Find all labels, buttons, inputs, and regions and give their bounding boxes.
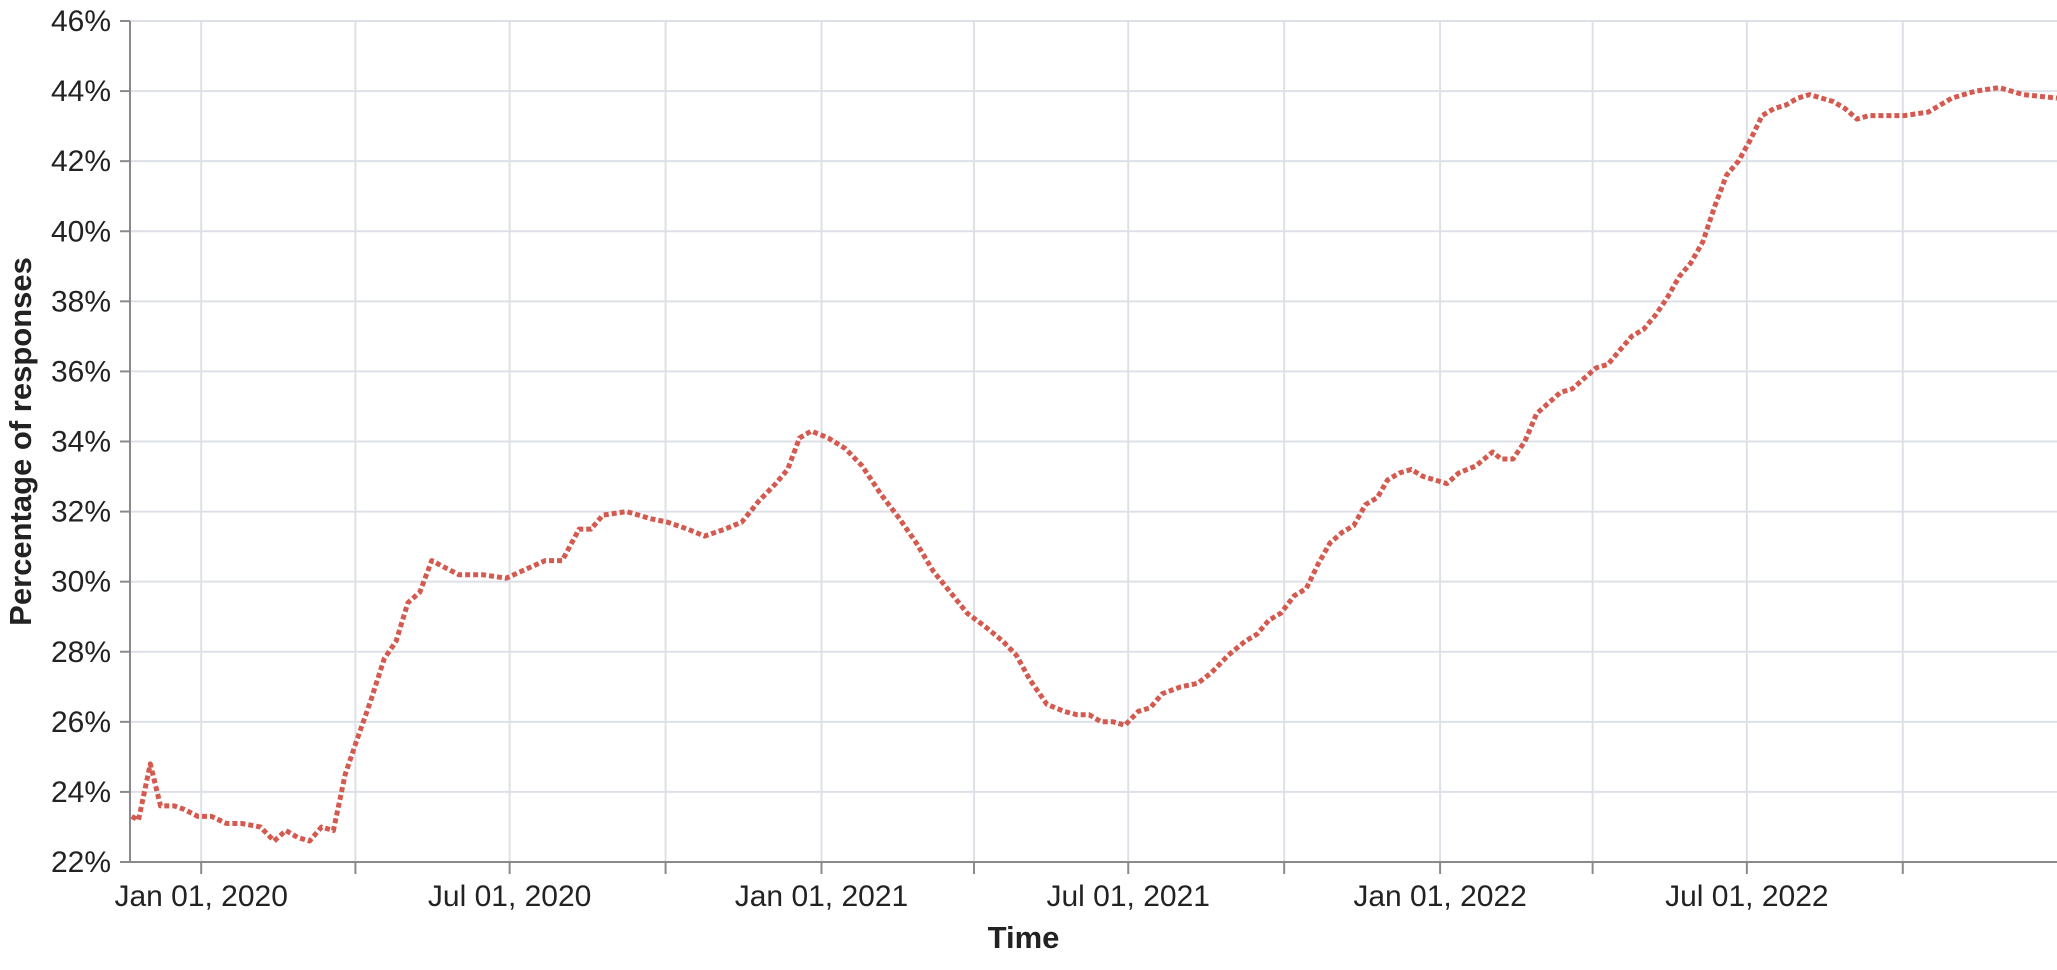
y-tick-label: 46% bbox=[51, 5, 111, 38]
y-tick-label: 24% bbox=[51, 776, 111, 809]
y-tick-label: 28% bbox=[51, 636, 111, 669]
x-tick-label: Jul 01, 2020 bbox=[428, 880, 591, 913]
y-tick-label: 22% bbox=[51, 846, 111, 879]
x-tick-label: Jan 01, 2020 bbox=[114, 880, 287, 913]
gridlines bbox=[130, 20, 2057, 863]
y-tick-label: 38% bbox=[51, 285, 111, 318]
x-tick-label: Jan 01, 2021 bbox=[735, 880, 908, 913]
y-tick-label: 40% bbox=[51, 215, 111, 248]
y-axis-title: Percentage of responses bbox=[3, 257, 38, 626]
y-tick-label: 36% bbox=[51, 355, 111, 388]
y-tick-label: 34% bbox=[51, 426, 111, 459]
x-axis-title: Time bbox=[988, 920, 1060, 955]
series-layer bbox=[130, 85, 2057, 844]
x-tick-label: Jul 01, 2021 bbox=[1047, 880, 1210, 913]
y-tick-label: 26% bbox=[51, 706, 111, 739]
x-tick-label: Jul 01, 2022 bbox=[1665, 880, 1828, 913]
y-tick-label: 44% bbox=[51, 75, 111, 108]
series-line bbox=[130, 85, 2057, 844]
x-tick-label: Jan 01, 2022 bbox=[1353, 880, 1526, 913]
y-tick-label: 30% bbox=[51, 566, 111, 599]
y-tick-label: 32% bbox=[51, 496, 111, 529]
axes: 22% 24% 26% 28% 30% 32% 34% 36% 38% 40% 42% 44% 46% J… bbox=[51, 5, 2057, 913]
y-tick-label: 42% bbox=[51, 145, 111, 178]
